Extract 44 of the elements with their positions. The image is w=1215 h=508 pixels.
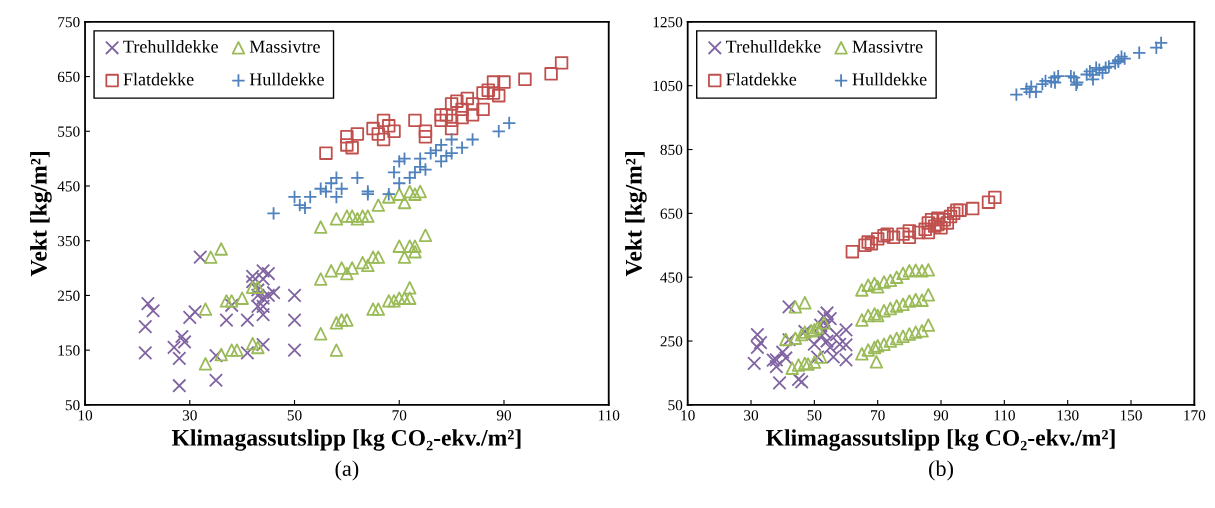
x-tick-label: 30 — [182, 410, 197, 421]
x-tick-label: 110 — [598, 410, 620, 421]
x-tick-label: 10 — [681, 410, 695, 421]
y-axis-title: Vekt [kg/m²] — [30, 151, 52, 277]
legend-label: Massivtre — [249, 40, 320, 53]
y-tick-label: 650 — [660, 208, 683, 219]
y-tick-label: 750 — [58, 16, 80, 28]
text: (a) — [335, 460, 359, 481]
x-axis-title: Klimagassutslipp [kg CO₂-ekv./m²] — [766, 429, 1115, 451]
x-tick-label: 90 — [933, 410, 949, 421]
x-axis-title: Klimagassutslipp [kg CO₂-ekv./m²] — [171, 429, 521, 451]
x-tick-label: 50 — [287, 410, 302, 421]
x-tick-label: 130 — [1057, 410, 1079, 421]
y-tick-label: 650 — [57, 71, 80, 83]
y-tick-label: 250 — [57, 290, 80, 301]
y-tick-label: 150 — [58, 345, 80, 356]
legend-label: Flatdekke — [726, 72, 797, 86]
legend-label: Trehulldekke — [123, 40, 218, 53]
x-tick-label: 170 — [1184, 410, 1206, 421]
x-tick-label: 70 — [871, 410, 885, 421]
legend-label: Hulldekke — [852, 72, 927, 86]
y-axis-title: Vekt [kg/m²] — [625, 151, 647, 277]
y-tick-label: 350 — [58, 235, 80, 247]
x-tick-label: 150 — [1120, 410, 1142, 421]
y-tick-label: 850 — [660, 144, 683, 155]
y-tick-label: 450 — [660, 272, 683, 283]
y-tick-label: 50 — [65, 400, 80, 411]
x-tick-label: 90 — [496, 410, 512, 421]
y-tick-label: 550 — [58, 126, 80, 137]
text: (b) — [929, 460, 953, 481]
legend-label: Hulldekke — [249, 72, 324, 86]
y-tick-label: 1050 — [653, 80, 683, 92]
x-tick-label: 70 — [392, 410, 407, 421]
y-tick-label: 50 — [668, 400, 683, 411]
y-tick-label: 1250 — [653, 16, 683, 28]
x-tick-label: 110 — [994, 410, 1015, 421]
legend-label: Massivtre — [852, 40, 923, 53]
legend-label: Flatdekke — [123, 72, 194, 86]
y-tick-label: 450 — [57, 181, 80, 192]
legend-label: Trehulldekke — [725, 40, 821, 53]
x-tick-label: 50 — [807, 410, 822, 421]
x-tick-label: 10 — [78, 410, 93, 421]
y-tick-label: 250 — [660, 336, 683, 347]
x-tick-label: 30 — [744, 410, 759, 421]
